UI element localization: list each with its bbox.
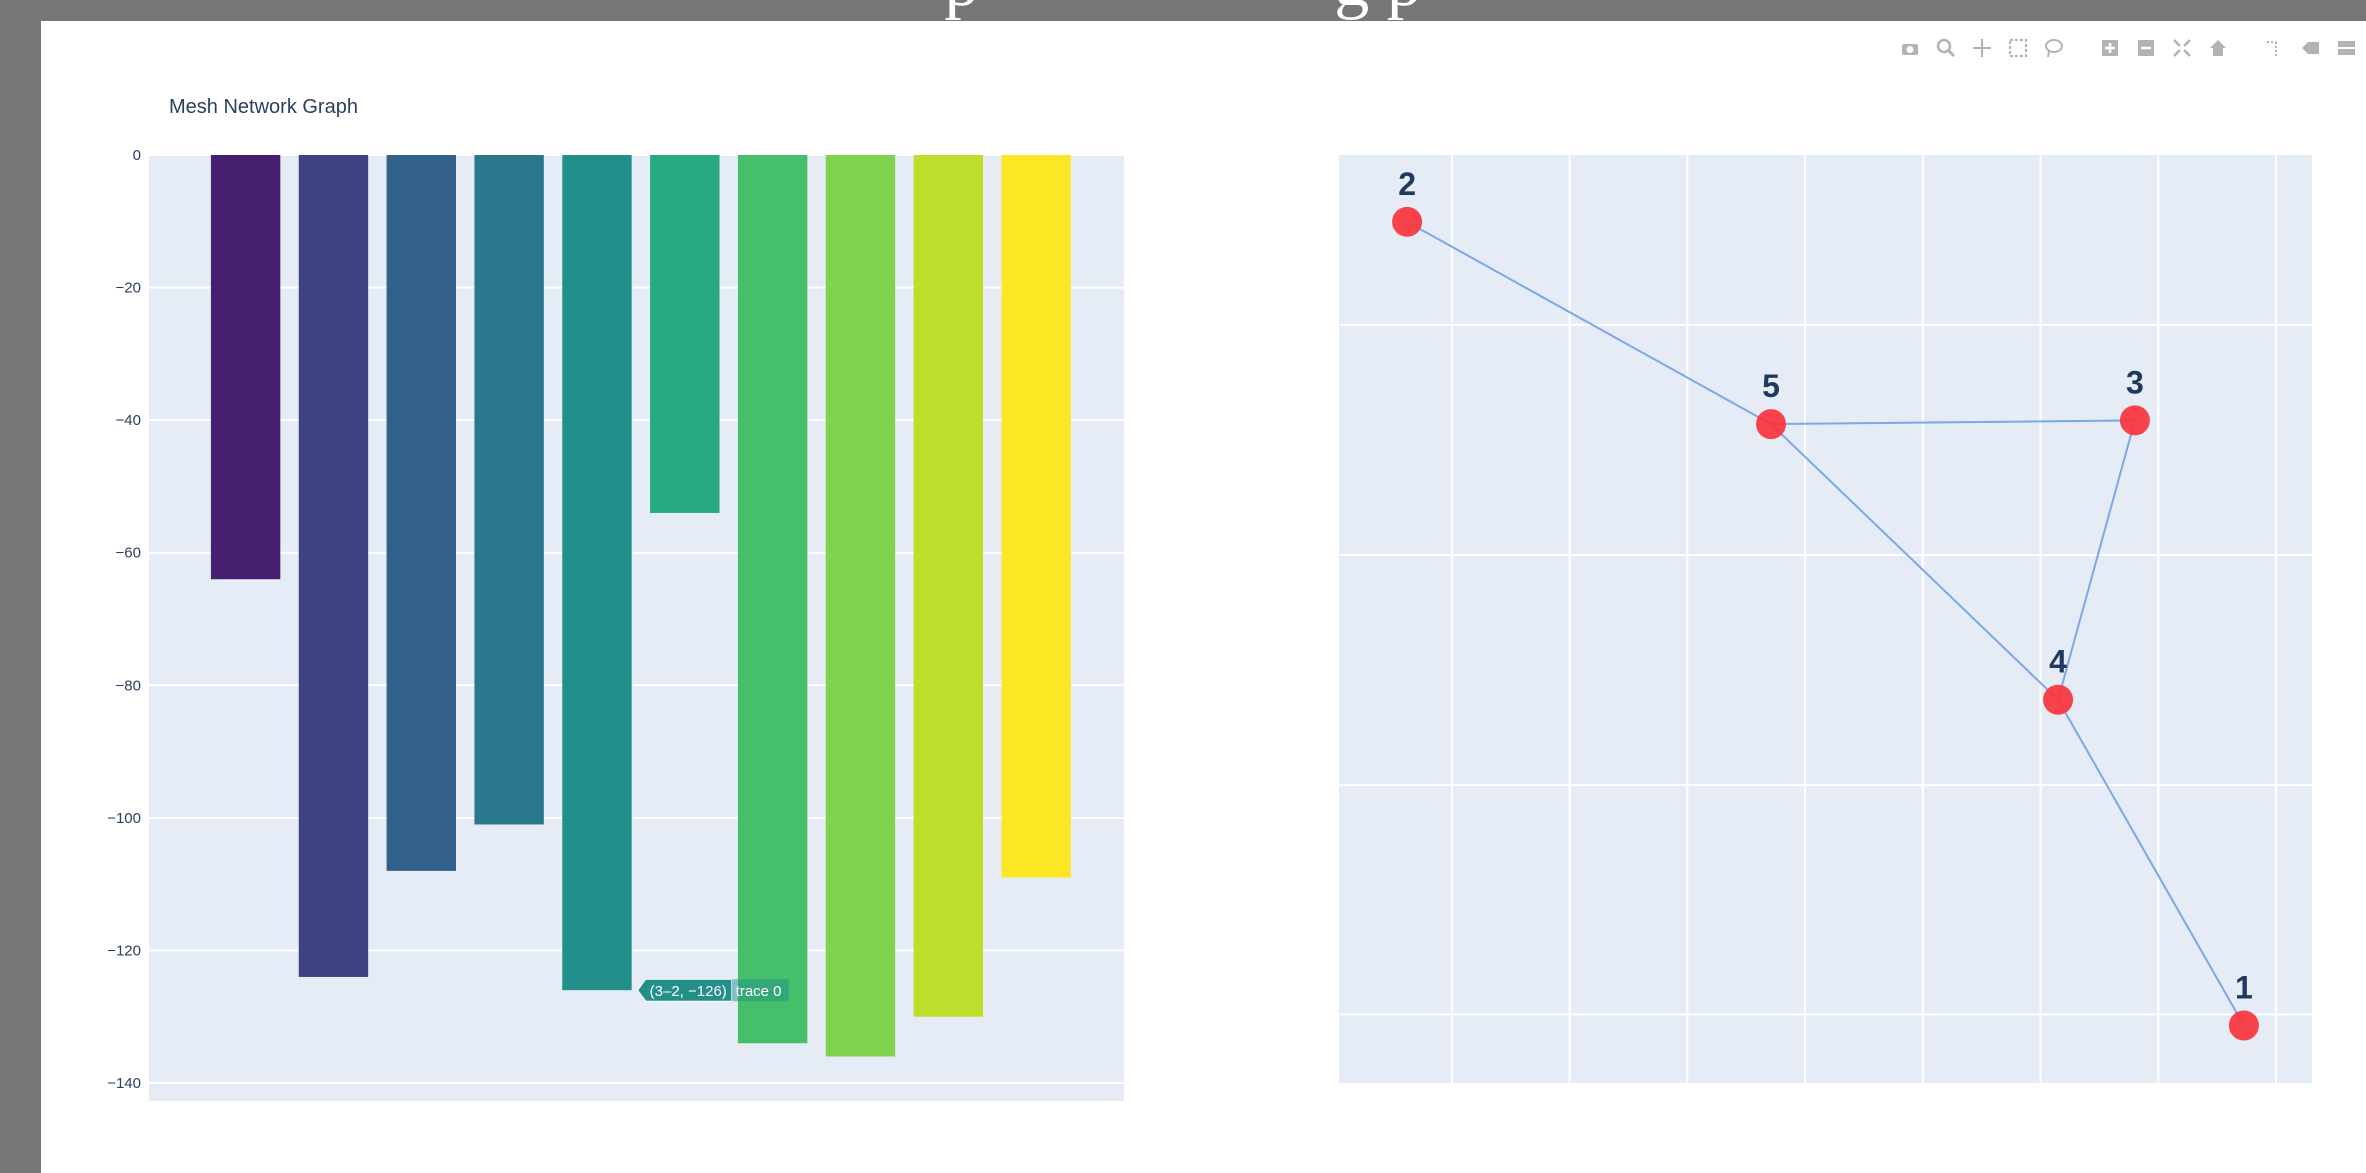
y-tick-label: −60	[116, 545, 141, 562]
figure-svg: 0 −20 −40 −60 −80 −100 −120 −140 Mesh Network Gr…	[107, 96, 2312, 1101]
zoom-icon[interactable]	[1932, 34, 1960, 62]
node-label-5: 5	[1762, 368, 1780, 404]
autoscale-icon[interactable]	[2168, 34, 2196, 62]
node-label-3: 3	[2126, 364, 2144, 400]
node-5[interactable]	[1756, 409, 1787, 440]
node-2[interactable]	[1392, 206, 1423, 237]
modebar	[1896, 34, 2360, 62]
edge-4-1	[2057, 699, 2245, 1026]
camera-icon[interactable]	[1896, 34, 1924, 62]
y-tick-label: −80	[116, 677, 141, 694]
bar-1-2[interactable]	[913, 155, 984, 1017]
network-plot-area	[1339, 155, 2312, 1083]
bar-3-2[interactable]	[650, 155, 720, 513]
bar-2-4[interactable]	[825, 155, 896, 1057]
node-1[interactable]	[2228, 1010, 2259, 1041]
y-tick-label: −20	[116, 280, 141, 297]
node-3[interactable]	[2119, 405, 2150, 436]
edge-5-3	[1771, 419, 2135, 426]
y-tick-label: −40	[116, 412, 141, 429]
edge-5-4	[1770, 423, 2059, 701]
hover-compare-icon[interactable]	[2332, 34, 2360, 62]
hover-closest-icon[interactable]	[2296, 34, 2324, 62]
page-heading-fragment: p	[944, 0, 979, 21]
y-tick-label: −140	[107, 1075, 141, 1092]
y-tick-label: −120	[107, 942, 141, 959]
reset-axes-icon[interactable]	[2204, 34, 2232, 62]
lasso-icon[interactable]	[2040, 34, 2068, 62]
bar-3-5[interactable]	[386, 155, 456, 871]
node-4[interactable]	[2043, 684, 2074, 715]
bar-1-5[interactable]	[210, 155, 281, 580]
zoom-in-icon[interactable]	[2096, 34, 2124, 62]
y-tick-label: 0	[133, 147, 141, 164]
zoom-out-icon[interactable]	[2132, 34, 2160, 62]
edge-2-5	[1406, 220, 1772, 425]
hover-trace-label: trace 0	[736, 983, 782, 1000]
pan-icon[interactable]	[1968, 34, 1996, 62]
hover-trace-box	[731, 979, 789, 1002]
spike-lines-icon[interactable]	[2260, 34, 2288, 62]
node-label-4: 4	[2049, 644, 2067, 680]
box-select-icon[interactable]	[2004, 34, 2032, 62]
edge-3-4	[2057, 420, 2136, 701]
bar-4-5[interactable]	[474, 155, 544, 825]
bar-1-4[interactable]	[737, 155, 808, 1044]
page-heading: p g p	[0, 0, 2366, 18]
bar-1-3[interactable]	[1001, 155, 1071, 878]
node-label-1: 1	[2235, 969, 2253, 1005]
chart-title: Mesh Network Graph	[169, 96, 358, 118]
y-tick-label: −100	[107, 810, 141, 827]
page-heading-fragment-2: g p	[1334, 0, 1422, 21]
node-label-2: 2	[1398, 166, 1416, 202]
hover-label-text: (3–2, −126)	[650, 983, 727, 1000]
bar-2-5[interactable]	[298, 155, 369, 977]
plot-container: 0 −20 −40 −60 −80 −100 −120 −140 Mesh Network Gr…	[41, 21, 2366, 1173]
bar-3-4[interactable]	[562, 155, 632, 991]
